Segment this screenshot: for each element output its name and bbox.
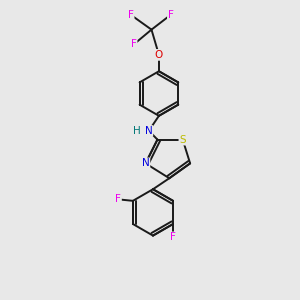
Text: F: F (128, 10, 134, 20)
Text: O: O (155, 50, 163, 60)
Text: S: S (179, 135, 186, 145)
Text: F: F (170, 232, 176, 242)
Text: F: F (115, 194, 121, 204)
Text: N: N (142, 158, 149, 168)
Text: N: N (145, 126, 153, 136)
Text: F: F (168, 10, 174, 20)
Text: H: H (133, 126, 141, 136)
Text: F: F (131, 40, 137, 50)
